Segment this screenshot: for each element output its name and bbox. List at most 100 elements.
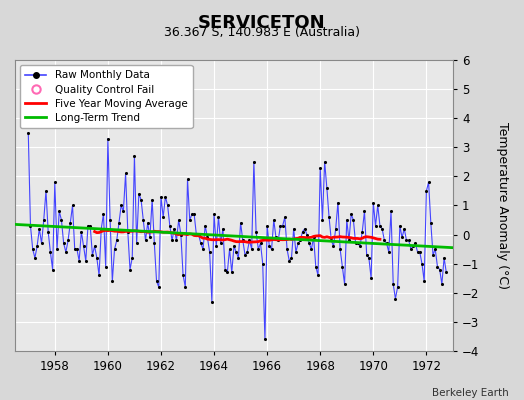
Point: [79, 243, 88, 250]
Point: [44, 228, 52, 235]
Point: [400, 226, 409, 232]
Point: [387, 208, 395, 214]
Point: [238, 237, 247, 244]
Point: [258, 260, 267, 267]
Point: [214, 214, 223, 220]
Point: [133, 240, 141, 246]
Point: [347, 211, 355, 218]
Point: [106, 217, 114, 223]
Point: [435, 266, 444, 273]
Point: [166, 223, 174, 229]
Point: [219, 226, 227, 232]
Point: [312, 263, 320, 270]
Point: [126, 266, 134, 273]
Point: [372, 223, 380, 229]
Point: [95, 272, 103, 278]
Point: [407, 246, 415, 252]
Point: [150, 240, 159, 246]
Point: [216, 240, 225, 246]
Point: [115, 220, 123, 226]
Point: [294, 240, 302, 246]
Point: [422, 188, 431, 194]
Point: [433, 263, 442, 270]
Point: [442, 269, 451, 276]
Point: [188, 211, 196, 218]
Point: [111, 246, 119, 252]
Point: [108, 278, 116, 284]
Point: [139, 217, 147, 223]
Point: [416, 249, 424, 255]
Point: [135, 191, 143, 197]
Point: [35, 226, 43, 232]
Point: [281, 214, 289, 220]
Point: [243, 249, 252, 255]
Point: [205, 249, 214, 255]
Point: [245, 237, 254, 244]
Point: [168, 237, 176, 244]
Point: [405, 237, 413, 244]
Point: [378, 226, 386, 232]
Point: [24, 130, 32, 136]
Point: [172, 237, 181, 244]
Point: [427, 220, 435, 226]
Point: [227, 269, 236, 276]
Point: [97, 226, 105, 232]
Point: [440, 255, 449, 261]
Point: [203, 234, 212, 241]
Point: [223, 269, 232, 276]
Point: [261, 336, 269, 342]
Point: [68, 202, 77, 209]
Point: [230, 243, 238, 250]
Point: [102, 263, 110, 270]
Point: [152, 278, 161, 284]
Point: [190, 211, 199, 218]
Point: [389, 281, 397, 287]
Point: [28, 246, 37, 252]
Point: [179, 272, 187, 278]
Point: [88, 252, 96, 258]
Point: [269, 217, 278, 223]
Point: [232, 249, 241, 255]
Point: [383, 240, 391, 246]
Point: [192, 231, 201, 238]
Point: [327, 237, 335, 244]
Point: [380, 237, 389, 244]
Point: [73, 246, 81, 252]
Point: [66, 220, 74, 226]
Point: [289, 226, 298, 232]
Point: [374, 202, 382, 209]
Point: [57, 217, 66, 223]
Point: [316, 164, 324, 171]
Point: [396, 223, 404, 229]
Point: [146, 234, 154, 241]
Point: [394, 284, 402, 290]
Point: [141, 237, 150, 244]
Point: [144, 220, 152, 226]
Point: [303, 231, 311, 238]
Point: [55, 208, 63, 214]
Point: [301, 226, 309, 232]
Point: [77, 228, 85, 235]
Point: [367, 275, 375, 282]
Y-axis label: Temperature Anomaly (°C): Temperature Anomaly (°C): [496, 122, 509, 289]
Point: [174, 217, 183, 223]
Point: [352, 240, 360, 246]
Point: [274, 237, 282, 244]
Point: [86, 223, 94, 229]
Point: [307, 246, 315, 252]
Point: [196, 240, 205, 246]
Point: [185, 217, 194, 223]
Point: [358, 228, 366, 235]
Point: [391, 295, 400, 302]
Point: [363, 252, 371, 258]
Point: [338, 263, 346, 270]
Point: [305, 240, 313, 246]
Point: [177, 231, 185, 238]
Point: [91, 243, 99, 250]
Point: [33, 243, 41, 250]
Point: [104, 135, 112, 142]
Point: [39, 217, 48, 223]
Point: [163, 202, 172, 209]
Point: [438, 281, 446, 287]
Point: [225, 246, 234, 252]
